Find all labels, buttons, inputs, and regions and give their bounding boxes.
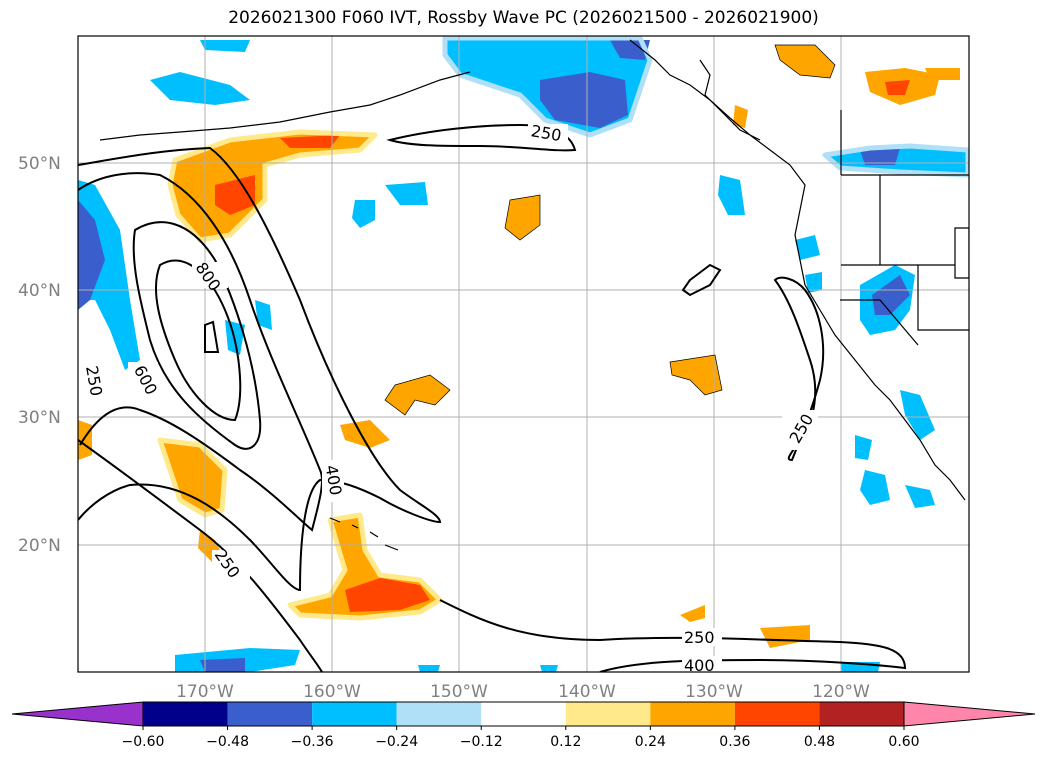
colorbar-segment: [819, 702, 904, 726]
colorbar-tick-label: −0.60: [122, 734, 165, 750]
colorbar-segment: [227, 702, 313, 726]
contour-label: 400: [684, 656, 715, 675]
colorbar-extend-high: [903, 701, 1036, 727]
colorbar-extend-low: [11, 701, 144, 727]
colorbar-tick-label: −0.48: [206, 734, 249, 750]
colorbar-tick-label: 0.12: [550, 734, 581, 750]
colorbar-tick-label: 0.24: [635, 734, 666, 750]
lat-axis-labels: 50°N 40°N 30°N 20°N: [18, 154, 61, 556]
colorbar-tick-label: 0.36: [719, 734, 750, 750]
plot-frame: [77, 35, 970, 673]
coastlines: [99, 39, 969, 551]
colorbar-tick-label: −0.12: [460, 734, 503, 750]
colorbar-segment: [734, 702, 820, 726]
lon-axis-labels: 170°W 160°W 150°W 140°W 130°W 120°W: [176, 682, 870, 702]
lon-label: 170°W: [176, 682, 234, 702]
lat-label: 40°N: [18, 281, 61, 301]
graticule: [78, 36, 969, 672]
colorbar-segment: [650, 702, 735, 726]
plot-area: [78, 36, 969, 672]
pc-outlines: [384, 44, 836, 416]
map-title: 2026021300 F060 IVT, Rossby Wave PC (202…: [228, 8, 819, 28]
lon-label: 160°W: [303, 682, 361, 702]
colorbar-segment: [565, 702, 651, 726]
contour-label: 250: [684, 628, 715, 647]
ivt-contours: [78, 123, 907, 672]
lon-label: 140°W: [558, 682, 616, 702]
colorbar-tick-label: 0.60: [888, 734, 919, 750]
lat-label: 20°N: [18, 536, 61, 556]
contour-labels: 250 800 600 250 400 250 250 250 400: [82, 121, 818, 675]
lon-label: 120°W: [812, 682, 870, 702]
colorbar-segment: [396, 702, 482, 726]
colorbar: −0.60 −0.48 −0.36 −0.24 −0.12 0.12 0.24 0.36 0.4…: [11, 701, 1036, 750]
colorbar-tick-label: 0.48: [804, 734, 835, 750]
colorbar-segment: [481, 702, 566, 726]
colorbar-tick-label: −0.24: [375, 734, 418, 750]
colorbar-tick-label: −0.36: [291, 734, 334, 750]
lat-label: 30°N: [18, 408, 61, 428]
lon-label: 150°W: [430, 682, 488, 702]
colorbar-segment: [143, 702, 228, 726]
lon-label: 130°W: [685, 682, 743, 702]
lat-label: 50°N: [18, 154, 61, 174]
colorbar-frame: [142, 701, 905, 727]
colorbar-segment: [312, 702, 397, 726]
